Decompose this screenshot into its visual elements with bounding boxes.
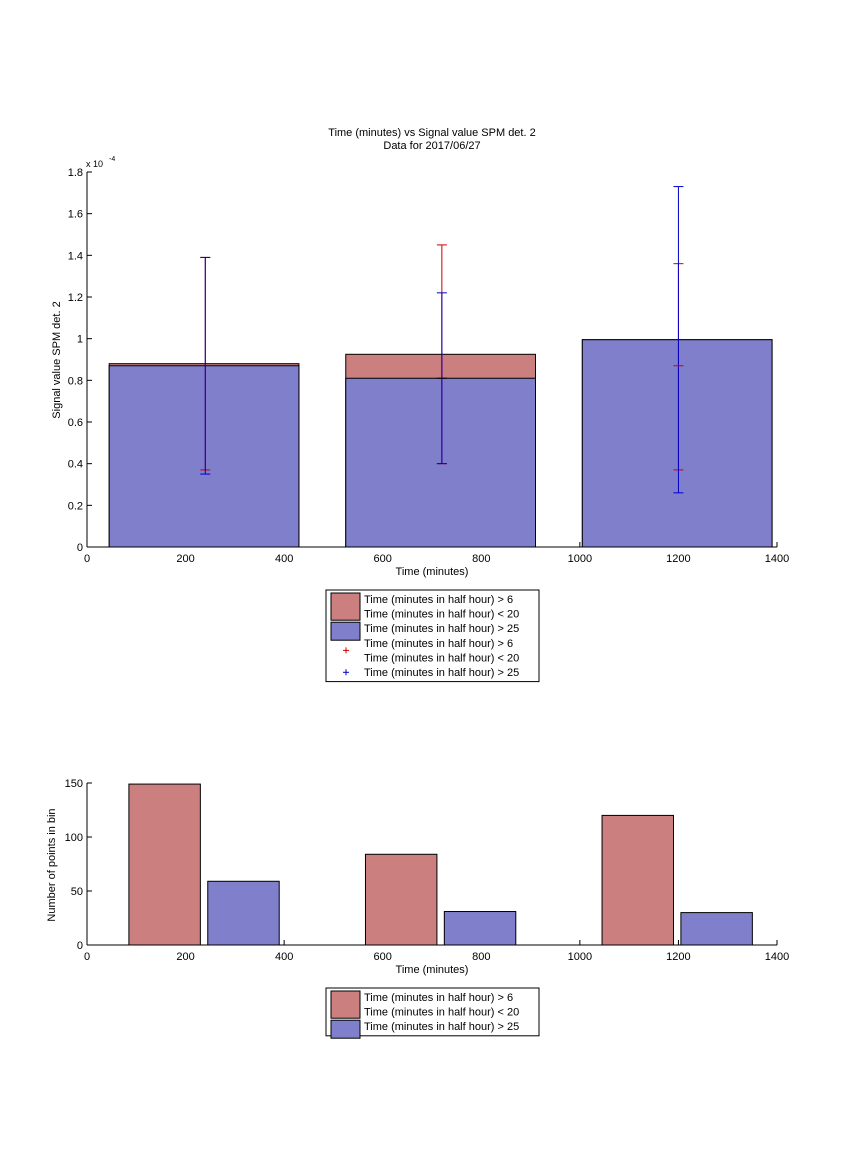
chart-1-y-tick-label: 0.2	[68, 500, 83, 512]
chart-2-bar	[443, 911, 517, 946]
chart-2-bar	[680, 912, 753, 946]
chart-1-legend-label: Time (minutes in half hour) > 6	[364, 594, 513, 606]
chart-2-bar	[207, 880, 280, 946]
chart-2-x-tick-label: 0	[84, 951, 90, 963]
chart-1-y-tick-label: 0.4	[68, 459, 83, 471]
chart-1-legend-label: Time (minutes in half hour) > 6	[364, 638, 513, 650]
chart-2-legend-box	[325, 987, 540, 1037]
chart-1-title: Time (minutes) vs Signal value SPM det. …	[328, 127, 535, 139]
chart-2-legend-label: Time (minutes in half hour) > 6	[364, 992, 513, 1004]
chart-2-legend-swatch	[330, 990, 361, 1019]
chart-2-y-axis-label: Number of points in bin	[46, 808, 58, 921]
chart-2-bar	[128, 783, 201, 946]
chart-1-x-tick-label: 1000	[568, 553, 592, 565]
chart-2-x-tick-label: 600	[374, 951, 392, 963]
chart-1-y-tick-label: 1	[77, 334, 83, 346]
chart-2-y-tick-label: 150	[65, 778, 83, 790]
chart-1-x-tick-label: 600	[374, 553, 392, 565]
chart-2-legend-label: Time (minutes in half hour) > 25	[364, 1021, 519, 1033]
chart-1-y-tick-label: 1.8	[68, 167, 83, 179]
chart-1-legend-label: Time (minutes in half hour) < 20	[364, 652, 519, 664]
chart-1-bar	[108, 365, 300, 548]
chart-1-legend-label: Time (minutes in half hour) > 25	[364, 667, 519, 679]
chart-1-x-axis-label: Time (minutes)	[396, 566, 469, 578]
chart-2-x-tick-label: 200	[176, 951, 194, 963]
chart-2-bar	[364, 853, 438, 946]
chart-1-legend-box	[325, 589, 540, 683]
chart-1-y-axis-label: Signal value SPM det. 2	[51, 301, 63, 418]
chart-1-y-tick-label: 0.6	[68, 417, 83, 429]
chart-1-bar	[345, 377, 536, 548]
chart-2-x-tick-label: 400	[275, 951, 293, 963]
chart-1-bar	[581, 339, 773, 548]
chart-2-x-tick-label: 1200	[666, 951, 690, 963]
chart-1-y-tick-label: 1.2	[68, 292, 83, 304]
chart-1-x-tick-label: 200	[176, 553, 194, 565]
chart-2-y-tick-label: 50	[71, 886, 83, 898]
chart-1-x-tick-label: 1200	[666, 553, 690, 565]
chart-2-bar	[601, 814, 674, 946]
chart-1-subtitle: Data for 2017/06/27	[383, 140, 480, 152]
chart-1-x-tick-label: 400	[275, 553, 293, 565]
chart-2-x-tick-label: 1400	[765, 951, 789, 963]
chart-1-x-tick-label: 800	[472, 553, 490, 565]
chart-2-plot: 0 200 400 600 800 1000 1200 1400 0 50 100 150 Time (…	[65, 778, 789, 1039]
chart-1-x-tick-label: 0	[84, 553, 90, 565]
chart-1-x-tick-label: 1400	[765, 553, 789, 565]
chart-2-legend-label: Time (minutes in half hour) < 20	[364, 1007, 519, 1019]
chart-2-y-tick-label: 0	[77, 940, 83, 952]
chart-1-legend-label: Time (minutes in half hour) < 20	[364, 609, 519, 621]
chart-1-y-tick-label: 0.8	[68, 375, 83, 387]
chart-2-x-axis-label: Time (minutes)	[396, 964, 469, 976]
chart-1-legend-swatch	[330, 592, 361, 621]
chart-1-y-multiplier: x 10	[86, 159, 103, 169]
chart-1-y-multiplier-exponent: -4	[109, 156, 115, 163]
chart-2-y-tick-label: 100	[65, 832, 83, 844]
chart-1-legend-swatch	[330, 621, 361, 641]
chart-1-y-tick-label: 0	[77, 542, 83, 554]
chart-1-plot: 0 200 400 600 800 1000 1200 1400 0 0.2 0.4 0.6 0.8 1 1…	[68, 167, 789, 683]
chart-2-legend-swatch	[330, 1019, 361, 1039]
chart-1-y-tick-label: 1.6	[68, 209, 83, 221]
chart-2-x-tick-label: 800	[472, 951, 490, 963]
chart-1-y-tick-label: 1.4	[68, 250, 83, 262]
chart-2-x-tick-label: 1000	[568, 951, 592, 963]
chart-1-legend-label: Time (minutes in half hour) > 25	[364, 623, 519, 635]
